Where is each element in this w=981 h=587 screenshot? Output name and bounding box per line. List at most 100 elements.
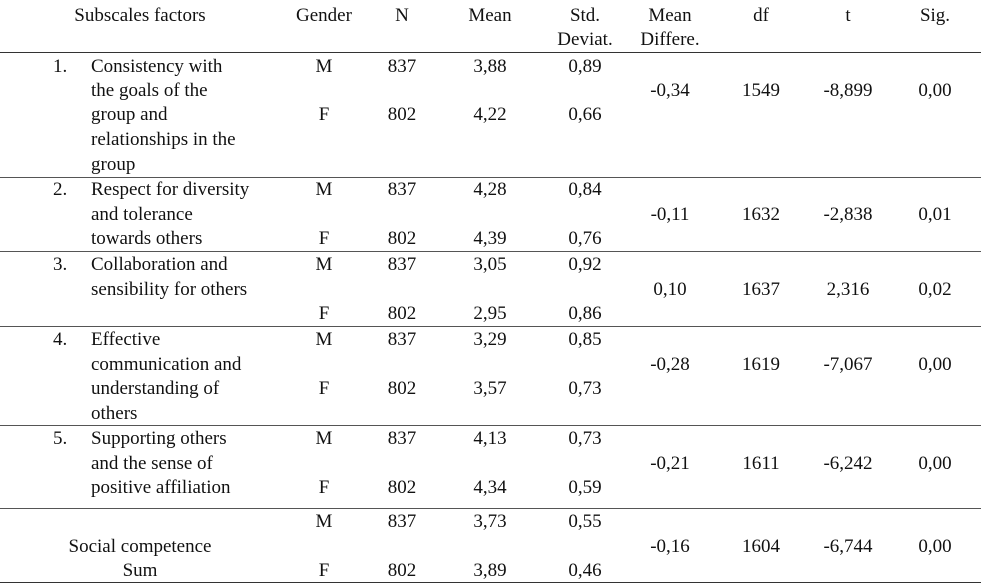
row-number: 5. [53,428,68,449]
sd-m: 0,73 [568,428,602,449]
df-value: 1619 [742,354,780,375]
gender-f: F [318,228,330,249]
row-divider [0,251,981,252]
row-divider [0,508,981,509]
df-value: 1604 [742,536,780,557]
row-divider [0,425,981,426]
sd-f: 0,59 [568,477,602,498]
header-df: df [753,5,769,26]
gender-f: F [318,477,330,498]
row-divider [0,326,981,327]
gender-m: M [315,56,333,77]
df-value: 1632 [742,204,780,225]
row-label-line: understanding of [91,378,220,399]
mean-m: 4,13 [473,428,507,449]
gender-f: F [318,303,330,324]
n-f: 802 [387,560,417,581]
sum-label-line: Social competence [68,536,212,557]
mean-m: 4,28 [473,179,507,200]
row-label-line: the goals of the [91,80,208,101]
header-rule [0,52,981,53]
mean-diff: -0,28 [650,354,690,375]
row-label-line: and the sense of [91,453,213,474]
header-std-line1: Std. [569,5,601,26]
n-m: 837 [387,56,417,77]
header-meandiff-line2: Differe. [640,29,700,50]
row-number: 2. [53,179,68,200]
gender-f: F [318,104,330,125]
sd-m: 0,89 [568,56,602,77]
header-t: t [845,5,851,26]
mean-f: 2,95 [473,303,507,324]
gender-m: M [315,329,333,350]
gender-m: M [315,428,333,449]
gender-f: F [318,560,330,581]
row-label-line: positive affiliation [91,477,231,498]
mean-diff: -0,11 [650,204,690,225]
header-mean: Mean [468,5,512,26]
sd-m: 0,92 [568,254,602,275]
row-label-line: Effective [91,329,161,350]
mean-m: 3,29 [473,329,507,350]
row-label-line: and tolerance [91,204,193,225]
mean-diff: -0,16 [650,536,690,557]
sd-m: 0,85 [568,329,602,350]
sum-label-line: Sum [122,560,158,581]
row-label-line: towards others [91,228,203,249]
sd-m: 0,84 [568,179,602,200]
row-label-line: communication and [91,354,242,375]
gender-m: M [315,511,333,532]
n-f: 802 [387,228,417,249]
sd-f: 0,66 [568,104,602,125]
row-label-line: Collaboration and [91,254,228,275]
t-value: 2,316 [826,279,870,300]
row-number: 4. [53,329,68,350]
n-f: 802 [387,104,417,125]
mean-m: 3,73 [473,511,507,532]
df-value: 1611 [742,453,780,474]
header-meandiff-line1: Mean [648,5,692,26]
df-value: 1549 [742,80,780,101]
header-std-line2: Deviat. [557,29,613,50]
sd-f: 0,73 [568,378,602,399]
sig-value: 0,00 [918,354,952,375]
n-f: 802 [387,378,417,399]
df-value: 1637 [742,279,780,300]
row-label-line: group and [91,104,168,125]
mean-f: 3,89 [473,560,507,581]
sig-value: 0,00 [918,453,952,474]
sd-m: 0,55 [568,511,602,532]
row-number: 3. [53,254,68,275]
header-sig: Sig. [919,5,951,26]
mean-f: 4,39 [473,228,507,249]
n-m: 837 [387,428,417,449]
sd-f: 0,86 [568,303,602,324]
row-label-line: sensibility for others [91,279,248,300]
bottom-rule [0,582,981,583]
n-m: 837 [387,254,417,275]
t-value: -2,838 [823,204,873,225]
mean-diff: -0,34 [650,80,690,101]
sig-value: 0,00 [918,80,952,101]
t-value: -6,242 [823,453,873,474]
sig-value: 0,01 [918,204,952,225]
gender-f: F [318,378,330,399]
sig-value: 0,00 [918,536,952,557]
mean-f: 4,22 [473,104,507,125]
header-n: N [395,5,409,26]
t-value: -7,067 [823,354,873,375]
mean-diff: 0,10 [653,279,687,300]
n-f: 802 [387,477,417,498]
gender-m: M [315,179,333,200]
n-f: 802 [387,303,417,324]
row-label-line: group [91,154,136,175]
mean-f: 4,34 [473,477,507,498]
mean-m: 3,05 [473,254,507,275]
n-m: 837 [387,329,417,350]
gender-m: M [315,254,333,275]
header-gender: Gender [296,5,352,26]
n-m: 837 [387,511,417,532]
mean-diff: -0,21 [650,453,690,474]
t-value: -6,744 [823,536,873,557]
row-number: 1. [53,56,68,77]
